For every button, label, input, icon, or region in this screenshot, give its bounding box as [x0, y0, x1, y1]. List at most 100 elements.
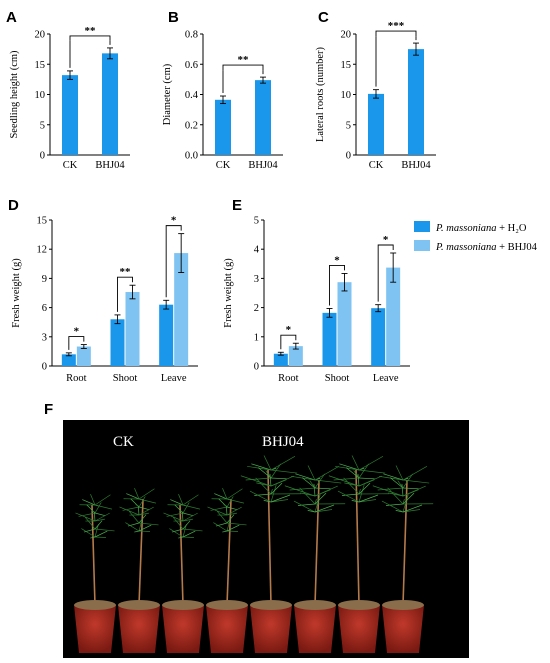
seedling-needle: [93, 511, 96, 522]
chart-c-significance-bracket-label: ***: [388, 20, 405, 32]
seedling-needle: [377, 487, 404, 491]
seedling-needle: [169, 528, 184, 538]
chart-a-bar-bhj04: [102, 53, 118, 155]
seedling-needle: [182, 504, 201, 510]
seedling-needle: [270, 482, 283, 495]
seedling-needle: [357, 473, 360, 487]
chart-d-bar-shoot-s1: [110, 319, 125, 366]
seedling-needle: [314, 499, 317, 505]
chart-e-y-axis-label: Fresh weight (g): [223, 258, 234, 328]
panel-label-b: B: [168, 9, 179, 26]
seedling-needle: [307, 465, 316, 481]
seedling-needle: [358, 494, 379, 503]
seedling-needle: [314, 492, 327, 505]
chart-d-bar-leave-s2: [174, 253, 189, 366]
chart-e-ytick-label: 5: [254, 216, 259, 227]
seedling-needle: [358, 482, 371, 495]
chart-e-ytick-label: 2: [254, 303, 259, 314]
chart-a-ytick-label: 10: [35, 90, 46, 101]
chart-a-xtick-label: BHJ04: [95, 160, 125, 171]
pot: [118, 605, 160, 653]
seedling-needle: [75, 512, 96, 522]
seedling-needle: [182, 518, 193, 522]
chart-b-xtick-label: CK: [216, 160, 231, 171]
seedling-needle: [351, 455, 360, 471]
seedling-needle: [226, 506, 242, 516]
chart-d-significance-label: *: [74, 326, 80, 338]
seedling-needle: [138, 506, 154, 516]
chart-b: 0.0 0.2 0.4 0.6 0.8 Diameter (cm) CK BHJ04 **: [162, 30, 283, 171]
seedlings-group: [74, 455, 434, 653]
seedling-needle: [94, 524, 99, 538]
seedling-needle: [122, 506, 140, 511]
panel-label-a: A: [6, 9, 17, 26]
chart-c-xtick-label: BHJ04: [401, 160, 431, 171]
seedling-needle: [240, 475, 272, 487]
seedling-needle: [182, 502, 190, 514]
seedling-needle: [263, 455, 272, 471]
seedling-needle: [297, 503, 316, 506]
chart-b-bar-bhj04: [255, 80, 271, 155]
seedling-needle: [226, 488, 243, 500]
pot-soil: [162, 600, 204, 610]
chart-e-bar-shoot-s2: [337, 282, 352, 366]
seedling-stem: [138, 498, 144, 606]
chart-c-xtick-label: CK: [369, 160, 384, 171]
seedling-needle: [402, 499, 405, 505]
seedling-needle: [138, 512, 149, 516]
chart-d-ytick-label: 15: [37, 216, 48, 227]
chart-e-bar-root-s2: [288, 346, 303, 366]
seedling-needle: [94, 502, 102, 514]
seedling-needle: [284, 485, 316, 497]
chart-c-ytick-label: 10: [341, 90, 352, 101]
chart-e-xtick-label: Leave: [373, 373, 399, 384]
seedling-needle: [253, 493, 272, 496]
seedling-needle: [90, 494, 96, 506]
seedling-needle: [402, 479, 430, 484]
seedling-needle: [222, 530, 228, 533]
chart-c-y-axis-label: Lateral roots (number): [315, 46, 326, 142]
seedling-needle: [182, 512, 194, 516]
seedling-needle: [182, 536, 195, 538]
seedling-needle: [226, 522, 247, 526]
chart-e-significance-label: *: [334, 254, 340, 266]
seedling-needle: [213, 522, 228, 532]
seedling-needle: [300, 492, 316, 497]
chart-c-ytick-label: 15: [341, 60, 352, 71]
seedling-needle: [251, 463, 272, 471]
seedling-needle: [270, 469, 298, 474]
seedling-needle: [381, 500, 404, 513]
chart-e-xtick-label: Shoot: [325, 373, 350, 384]
seedling-needle: [81, 528, 96, 538]
seedling-needle: [138, 514, 147, 524]
seedling-needle: [182, 528, 203, 532]
seedling-needle: [94, 530, 108, 538]
seedling-stem: [179, 504, 184, 606]
seedling-needle: [245, 477, 272, 481]
seedling-needle: [138, 498, 157, 504]
seedling-needle: [402, 494, 409, 513]
pot-soil: [74, 600, 116, 610]
seedling-needle: [395, 510, 404, 513]
seedling-needle: [314, 487, 331, 490]
seedling-needle: [263, 500, 272, 503]
seedling-needle: [82, 499, 96, 506]
pot: [74, 605, 116, 653]
seedling-needle: [388, 492, 404, 497]
seedling-needle: [181, 511, 184, 522]
seedling-needle: [402, 485, 426, 497]
seedling-needle: [341, 493, 360, 496]
seedling-needle: [270, 477, 287, 480]
seedling-needle: [358, 477, 375, 480]
chart-d-xtick-label: Root: [66, 373, 87, 384]
chart-c-ytick-label: 20: [341, 30, 352, 41]
chart-a-ytick-label: 20: [35, 30, 46, 41]
seedling-needle: [255, 477, 272, 495]
seedling-needle: [128, 510, 140, 524]
seedling-needle: [328, 475, 360, 487]
seedling-needle: [333, 477, 360, 481]
seedling-needle: [138, 506, 150, 510]
chart-d-significance-label: **: [120, 266, 132, 278]
seedling-needle: [94, 494, 111, 506]
seedling-needle: [314, 466, 340, 481]
